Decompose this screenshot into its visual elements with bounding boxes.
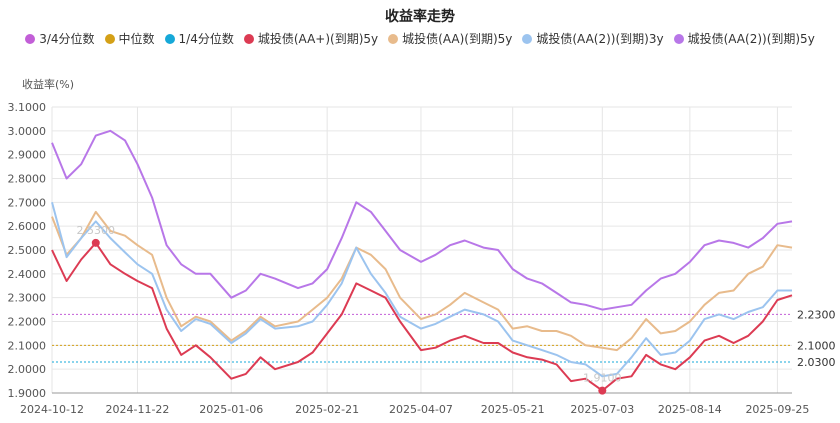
y-tick-label: 3.0000 [8, 125, 47, 138]
series-line [51, 129, 793, 311]
chart-legend: 3/4分位数 中位数 1/4分位数 城投债(AA+)(到期)5y 城投债(AA)(到期)… [0, 30, 840, 47]
series-line [51, 210, 793, 352]
y-tick-label: 2.3000 [8, 292, 47, 305]
legend-item[interactable]: 城投债(AA(2))(到期)3y [522, 30, 664, 47]
y-tick-label: 2.4000 [8, 268, 47, 281]
legend-item[interactable]: 城投债(AA(2))(到期)5y [673, 30, 815, 47]
x-tick-label: 2025-09-25 [745, 403, 809, 416]
legend-marker [243, 33, 254, 44]
y-tick-label: 2.8000 [8, 173, 47, 186]
x-tick-label: 2024-10-12 [20, 403, 84, 416]
y-tick-label: 3.1000 [8, 101, 47, 114]
y-tick-label: 2.9000 [8, 149, 47, 162]
legend-marker [25, 33, 36, 44]
y-tick-label: 1.9000 [8, 387, 47, 400]
legend-label: 中位数 [118, 32, 155, 46]
y-tick-label: 2.6000 [8, 220, 47, 233]
legend-label: 1/4分位数 [178, 32, 234, 46]
legend-marker [673, 33, 684, 44]
legend-marker [104, 33, 115, 44]
reference-line-label: 2.1000 [797, 339, 836, 352]
legend-marker [164, 33, 175, 44]
legend-item[interactable]: 3/4分位数 [25, 30, 95, 47]
legend-item[interactable]: 1/4分位数 [164, 30, 234, 47]
data-point-marker [598, 386, 607, 395]
y-tick-label: 2.1000 [8, 339, 47, 352]
reference-line-label: 2.2300 [797, 308, 836, 321]
x-tick-label: 2025-02-21 [295, 403, 359, 416]
series-line [51, 202, 792, 378]
legend-marker [522, 33, 533, 44]
y-axis-label: 收益率(%) [22, 77, 74, 91]
legend-label: 城投债(AA+)(到期)5y [257, 32, 379, 46]
series-line [51, 241, 793, 392]
x-tick-label: 2025-04-07 [389, 403, 453, 416]
chart-title: 收益率走势 [385, 9, 455, 25]
x-tick-label: 2025-05-21 [481, 403, 545, 416]
y-tick-label: 2.0000 [8, 363, 47, 376]
data-point-label: 1.9100 [583, 372, 622, 385]
reference-line-label: 2.0300 [797, 356, 836, 369]
legend-label: 城投债(AA)(到期)5y [402, 32, 513, 46]
legend-item[interactable]: 城投债(AA+)(到期)5y [243, 30, 379, 47]
legend-label: 城投债(AA(2))(到期)5y [687, 32, 815, 46]
x-tick-label: 2025-08-14 [658, 403, 722, 416]
legend-label: 城投债(AA(2))(到期)3y [536, 32, 664, 46]
x-tick-label: 2024-11-22 [105, 403, 169, 416]
data-point-label: 2.5300 [77, 224, 116, 237]
legend-label: 3/4分位数 [39, 32, 95, 46]
x-tick-label: 2025-07-03 [570, 403, 634, 416]
legend-marker [388, 33, 399, 44]
x-tick-label: 2025-01-06 [199, 403, 263, 416]
y-tick-label: 2.7000 [8, 196, 47, 209]
legend-item[interactable]: 中位数 [104, 30, 155, 47]
y-tick-label: 2.2000 [8, 316, 47, 329]
legend-item[interactable]: 城投债(AA)(到期)5y [388, 30, 512, 47]
data-point-marker [91, 238, 100, 247]
y-tick-label: 2.5000 [8, 244, 47, 257]
